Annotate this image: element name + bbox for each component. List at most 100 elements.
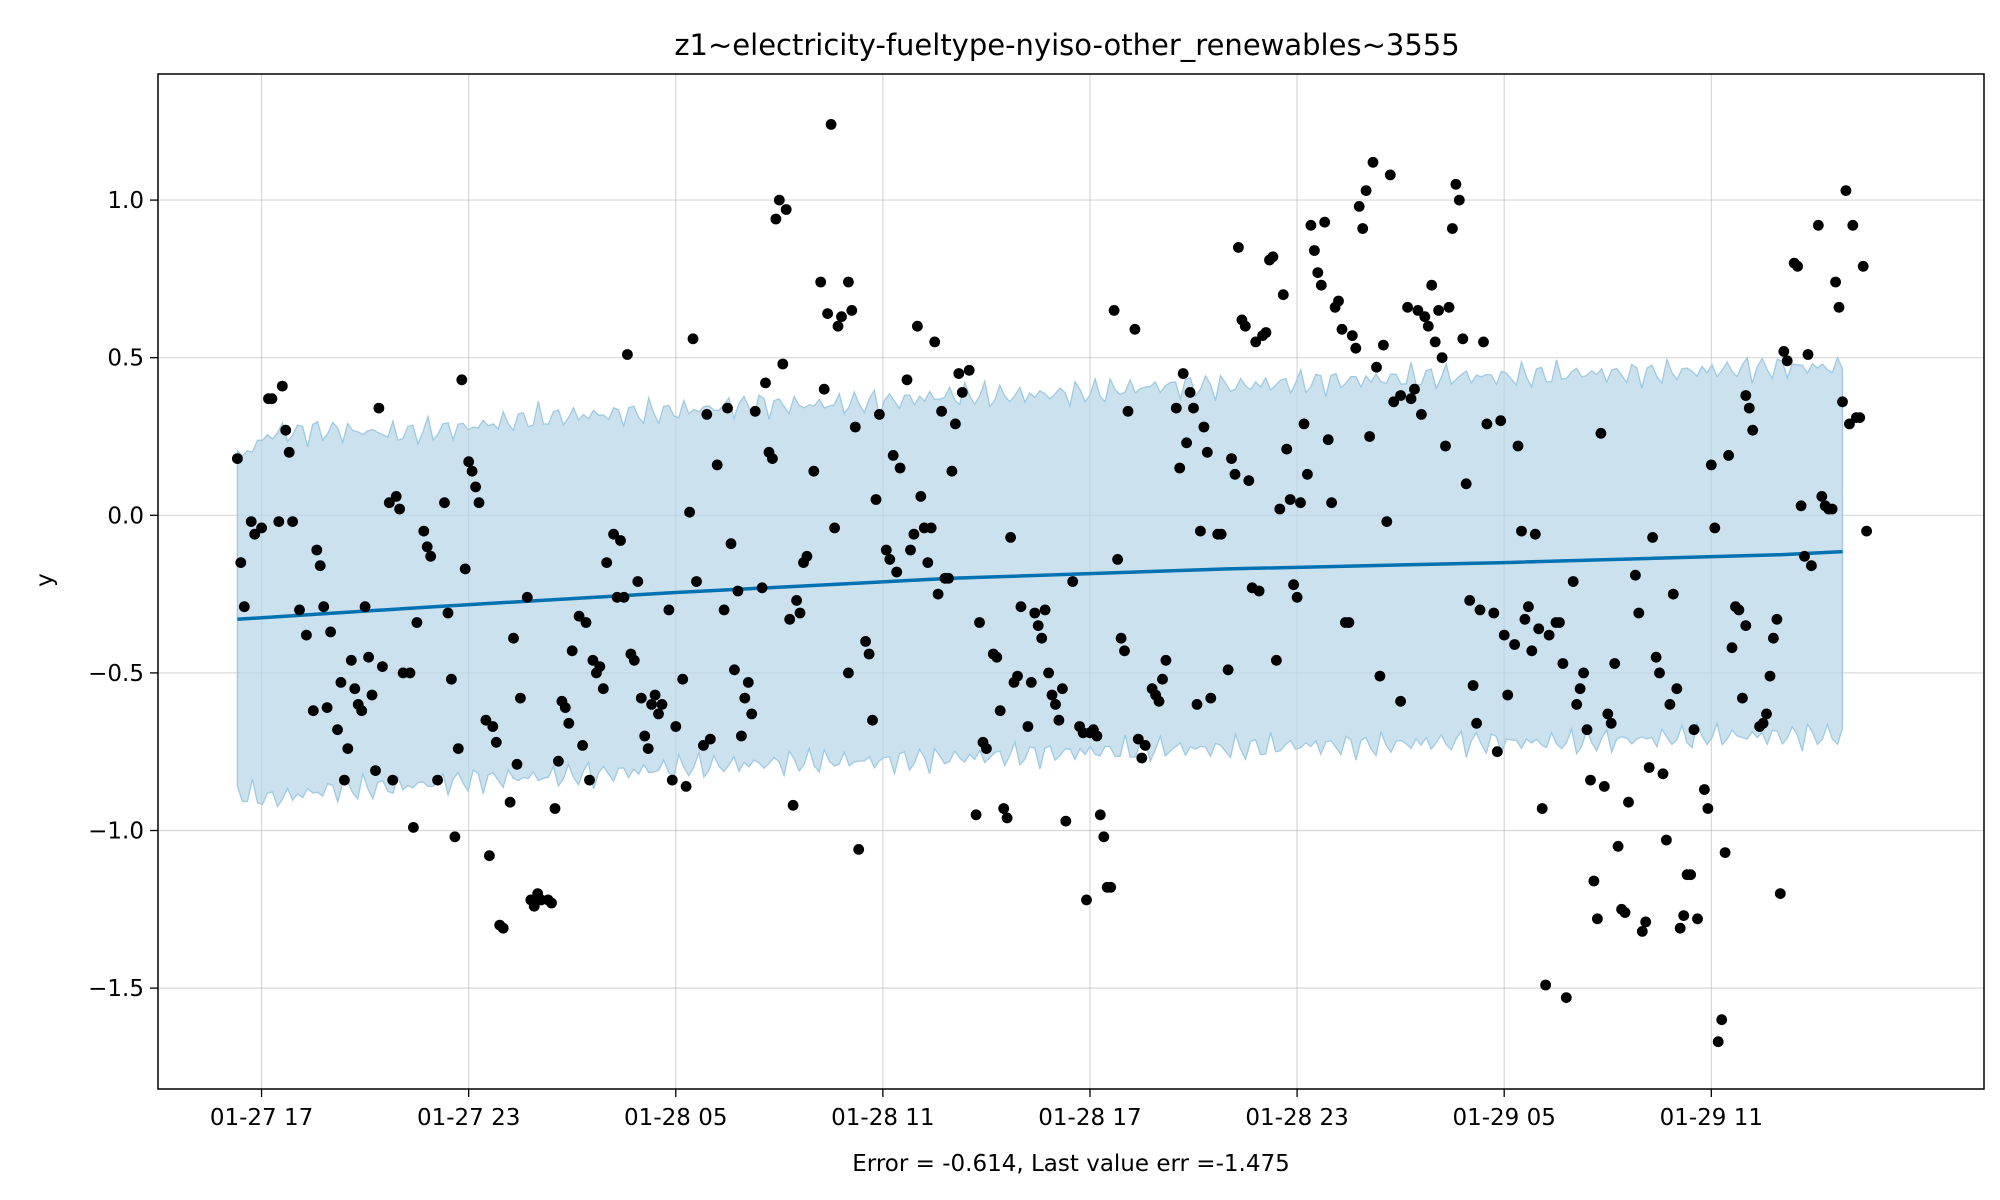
- history-point: [729, 664, 740, 676]
- history-point: [1574, 683, 1586, 695]
- history-point: [1861, 525, 1872, 537]
- history-point: [1516, 525, 1527, 537]
- history-point: [1806, 560, 1817, 572]
- history-point: [1674, 922, 1686, 934]
- history-point: [1602, 708, 1614, 720]
- history-point: [377, 661, 388, 672]
- history-point: [273, 516, 285, 527]
- history-point: [504, 796, 516, 808]
- history-point: [1119, 645, 1130, 657]
- history-point: [1578, 667, 1589, 679]
- history-point: [1688, 724, 1700, 736]
- history-point: [446, 673, 457, 685]
- history-point: [573, 610, 585, 622]
- history-point: [508, 632, 519, 644]
- history-point: [815, 276, 827, 288]
- history-point: [490, 736, 502, 748]
- history-point: [1778, 346, 1790, 357]
- history-point: [1374, 670, 1386, 682]
- history-point: [1757, 717, 1769, 729]
- history-point: [356, 705, 368, 717]
- history-point: [1239, 320, 1251, 332]
- history-point: [363, 651, 374, 663]
- history-point: [249, 528, 261, 540]
- history-point: [1709, 522, 1721, 534]
- history-point: [1025, 677, 1037, 688]
- history-point: [867, 714, 878, 726]
- history-point: [1132, 733, 1144, 745]
- history-point: [235, 557, 247, 568]
- history-point: [1619, 907, 1631, 918]
- history-point: [1198, 421, 1210, 433]
- history-point: [825, 119, 837, 130]
- history-point: [1022, 721, 1034, 732]
- history-point: [639, 730, 651, 742]
- history-point: [577, 740, 588, 751]
- history-point: [994, 705, 1006, 717]
- history-point: [846, 305, 858, 316]
- history-point: [1201, 446, 1213, 458]
- history-point: [1633, 607, 1645, 619]
- history-point: [1067, 576, 1079, 587]
- history-point: [1184, 387, 1196, 398]
- history-point: [1554, 617, 1565, 628]
- history-point: [1488, 607, 1500, 619]
- history-point: [1433, 305, 1444, 316]
- history-point: [339, 774, 350, 786]
- history-point: [345, 654, 357, 666]
- history-point: [1367, 156, 1379, 168]
- history-point: [294, 604, 305, 616]
- history-point: [439, 497, 450, 509]
- history-point: [887, 450, 899, 461]
- history-point: [618, 591, 630, 603]
- history-point: [1177, 368, 1189, 379]
- history-point: [1281, 443, 1293, 455]
- history-point: [1336, 323, 1348, 335]
- uncertainty-band: [236, 355, 1844, 809]
- history-point: [566, 645, 578, 657]
- history-point: [1747, 424, 1759, 436]
- history-point: [1422, 320, 1434, 332]
- history-point: [1229, 468, 1241, 480]
- history-point: [452, 743, 464, 754]
- history-point: [1743, 402, 1755, 414]
- history-point: [1737, 692, 1748, 704]
- history-point: [266, 393, 278, 405]
- history-point: [425, 550, 437, 562]
- history-point: [1409, 383, 1420, 395]
- history-point: [1595, 427, 1607, 439]
- history-point: [559, 702, 571, 713]
- history-point: [1015, 601, 1027, 613]
- history-point: [943, 572, 954, 584]
- y-axis: −1.5 −1.0 −0.5 0.0 0.5 1.0: [88, 188, 158, 1002]
- history-point: [718, 604, 730, 616]
- history-point: [880, 544, 892, 556]
- history-point: [1388, 396, 1400, 408]
- history-point: [373, 402, 385, 414]
- history-point: [1260, 327, 1272, 338]
- history-point: [1474, 604, 1486, 616]
- history-point: [546, 897, 557, 909]
- history-point: [1057, 683, 1068, 695]
- history-point: [608, 528, 619, 540]
- history-point: [1174, 462, 1186, 474]
- history-point: [1623, 796, 1634, 808]
- history-point: [1122, 405, 1134, 417]
- history-point: [1250, 336, 1262, 348]
- history-point: [794, 607, 806, 619]
- history-point: [1533, 623, 1545, 635]
- history-point: [456, 374, 468, 386]
- history-point: [521, 591, 533, 603]
- history-point: [1222, 664, 1234, 676]
- history-point: [780, 204, 792, 215]
- history-point: [1429, 336, 1441, 348]
- history-point: [691, 576, 702, 587]
- history-point: [742, 677, 754, 688]
- history-point: [953, 368, 965, 379]
- history-point: [528, 900, 540, 912]
- history-point: [915, 491, 927, 502]
- history-point: [1322, 434, 1334, 446]
- history-point: [553, 755, 564, 767]
- history-point: [1036, 632, 1048, 644]
- history-point: [1343, 617, 1355, 628]
